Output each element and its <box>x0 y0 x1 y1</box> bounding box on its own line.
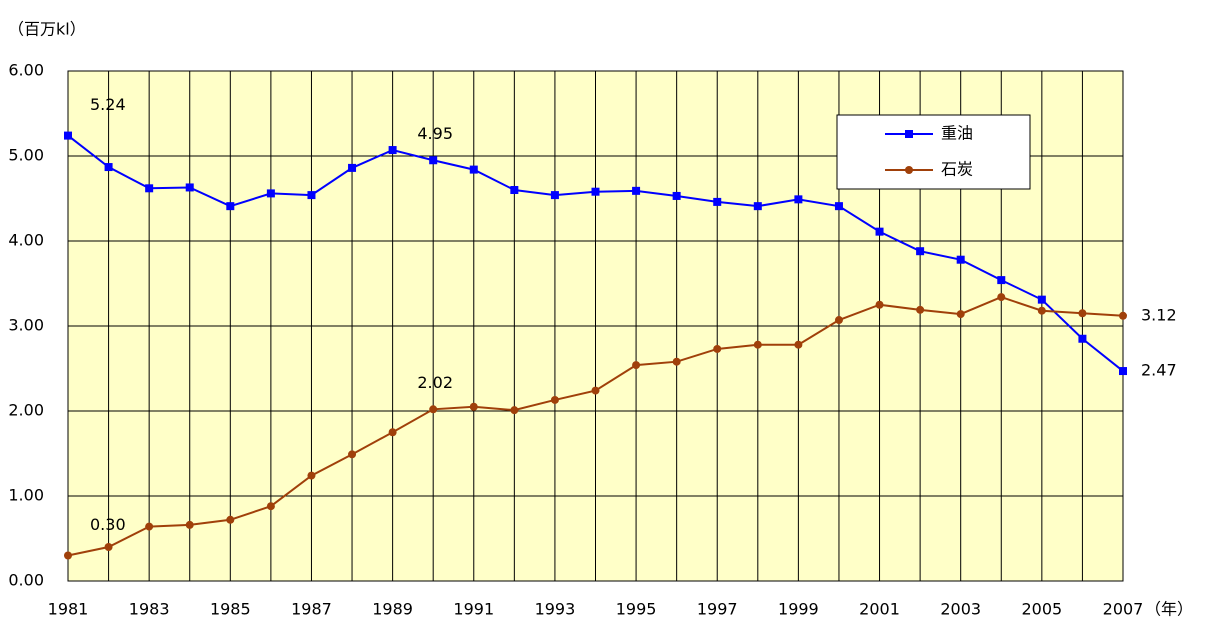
data-point <box>429 405 438 414</box>
x-tick-label: 2001 <box>859 600 900 619</box>
data-point <box>469 402 478 411</box>
data-point <box>550 191 559 200</box>
data-point <box>307 471 316 480</box>
data-point <box>591 187 600 196</box>
data-point <box>145 184 154 193</box>
x-tick-label: 1995 <box>616 600 657 619</box>
data-point <box>713 344 722 353</box>
data-point <box>550 395 559 404</box>
data-point <box>753 340 762 349</box>
data-point <box>266 502 275 511</box>
x-tick-label: 1989 <box>372 600 413 619</box>
x-tick-label: 1991 <box>453 600 494 619</box>
data-point <box>104 543 113 551</box>
y-tick-label: 3.00 <box>8 316 44 335</box>
data-point <box>1078 334 1087 343</box>
y-tick-label: 0.00 <box>8 571 44 590</box>
data-point <box>875 227 884 236</box>
data-point <box>834 316 843 325</box>
data-point <box>226 515 235 524</box>
data-point <box>348 163 357 172</box>
data-point <box>794 195 803 204</box>
data-point <box>510 406 519 415</box>
x-tick-label: 1999 <box>778 600 819 619</box>
x-tick-label: 1983 <box>129 600 170 619</box>
data-point <box>875 300 884 309</box>
legend-label: 重油 <box>941 124 973 143</box>
y-tick-label: 2.00 <box>8 401 44 420</box>
data-point <box>834 202 843 211</box>
data-point <box>916 247 925 256</box>
data-point <box>104 163 113 172</box>
data-point <box>1119 367 1127 376</box>
y-tick-label: 6.00 <box>8 61 44 80</box>
x-tick-label: 2005 <box>1021 600 1062 619</box>
data-point <box>64 131 72 140</box>
data-point <box>64 551 72 560</box>
data-point <box>632 186 641 195</box>
legend-marker <box>905 130 913 138</box>
x-tick-label: 1987 <box>291 600 332 619</box>
data-point <box>226 202 235 211</box>
y-tick-label: 5.00 <box>8 146 44 165</box>
data-point <box>1037 306 1046 315</box>
data-label: 5.24 <box>90 95 126 114</box>
data-point <box>997 276 1006 285</box>
data-point <box>591 386 600 395</box>
data-label: 3.12 <box>1141 305 1177 324</box>
data-point <box>145 522 154 531</box>
data-point <box>348 450 357 459</box>
data-point <box>632 361 641 370</box>
y-axis-label: （百万kl） <box>8 20 86 39</box>
data-point <box>1078 309 1087 318</box>
data-point <box>469 165 478 174</box>
x-axis-label: （年） <box>1145 600 1193 619</box>
x-tick-label: 1985 <box>210 600 251 619</box>
data-label: 2.02 <box>417 373 453 392</box>
data-point <box>916 305 925 314</box>
data-point <box>185 520 194 529</box>
data-point <box>266 189 275 198</box>
data-point <box>956 255 965 264</box>
data-point <box>997 293 1006 302</box>
data-point <box>794 340 803 349</box>
x-tick-label: 2007 <box>1103 600 1144 619</box>
data-point <box>185 183 194 192</box>
data-point <box>1119 311 1127 320</box>
y-tick-label: 4.00 <box>8 231 44 250</box>
x-tick-label: 2003 <box>940 600 981 619</box>
data-point <box>672 191 681 200</box>
x-tick-label: 1993 <box>535 600 576 619</box>
data-label: 4.95 <box>417 124 453 143</box>
data-point <box>956 310 965 319</box>
data-point <box>388 428 397 437</box>
data-point <box>1037 295 1046 304</box>
data-point <box>307 191 316 200</box>
data-point <box>429 156 438 165</box>
data-point <box>672 357 681 366</box>
data-point <box>388 146 397 155</box>
data-point <box>510 186 519 194</box>
legend-marker <box>905 166 913 174</box>
legend-box <box>836 114 1031 190</box>
data-label: 0.30 <box>90 515 126 534</box>
data-point <box>713 197 722 206</box>
x-tick-label: 1981 <box>48 600 89 619</box>
legend-label: 石炭 <box>941 160 973 179</box>
x-tick-label: 1997 <box>697 600 738 619</box>
y-tick-label: 1.00 <box>8 486 44 505</box>
data-point <box>753 202 762 211</box>
data-label: 2.47 <box>1141 361 1177 380</box>
